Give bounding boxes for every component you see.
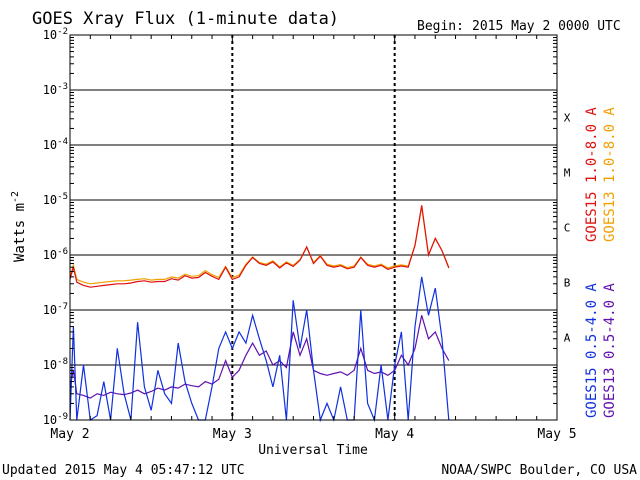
begin-value: 2015 May 2 0000 UTC [472,19,621,34]
y-tick-label: 10-2 [43,27,68,42]
series-line [69,315,450,399]
axes: 10-9 10-8 10-7 10-6 10-5 10-4 10-3 10-2 May 2 May… [43,27,577,442]
flare-class-label: B [564,277,571,290]
legend-entry: GOES15 0.5-4.0 A [584,283,600,418]
y-tick-label: 10-7 [43,302,68,317]
y-tick-label: 10-3 [43,82,68,97]
flare-class-label: A [564,332,571,345]
legend-entry: GOES13 0.5-4.0 A [602,283,618,418]
flare-class-label: M [564,167,571,180]
y-tick-label: 10-4 [43,137,68,152]
y-tick-label: 10-9 [43,412,68,427]
updated-text: Updated 2015 May 4 05:47:12 UTC [2,463,245,478]
series-line [69,276,450,423]
y-tick-label: 10-6 [43,247,68,262]
legend: GOES15 1.0-8.0 A GOES13 1.0-8.0 A GOES15 0… [584,107,618,418]
x-axis-label: Universal Time [258,443,368,458]
series-line [69,205,450,288]
y-tick-label: 10-5 [43,192,68,207]
x-tick-label: May 2 [50,427,89,442]
source-text: NOAA/SWPC Boulder, CO USA [441,463,637,478]
begin-label: Begin: [417,19,464,34]
x-tick-label: May 5 [537,427,576,442]
y-axis-label-text: Watts m [12,203,28,262]
flare-class-label: C [564,222,571,235]
legend-entry: GOES15 1.0-8.0 A [584,107,600,242]
series-group [69,205,450,423]
legend-entry: GOES13 1.0-8.0 A [602,107,618,242]
chart-title: GOES Xray Flux (1-minute data) [32,9,339,29]
grid [70,35,557,420]
y-axis-label-exponent: -2 [10,191,21,203]
y-tick-label: 10-8 [43,357,68,372]
x-tick-label: May 3 [213,427,252,442]
y-axis-label: Watts m-2 [10,191,28,262]
plot-frame [69,34,558,421]
flare-class-label: X [564,112,571,125]
x-tick-label: May 4 [375,427,414,442]
